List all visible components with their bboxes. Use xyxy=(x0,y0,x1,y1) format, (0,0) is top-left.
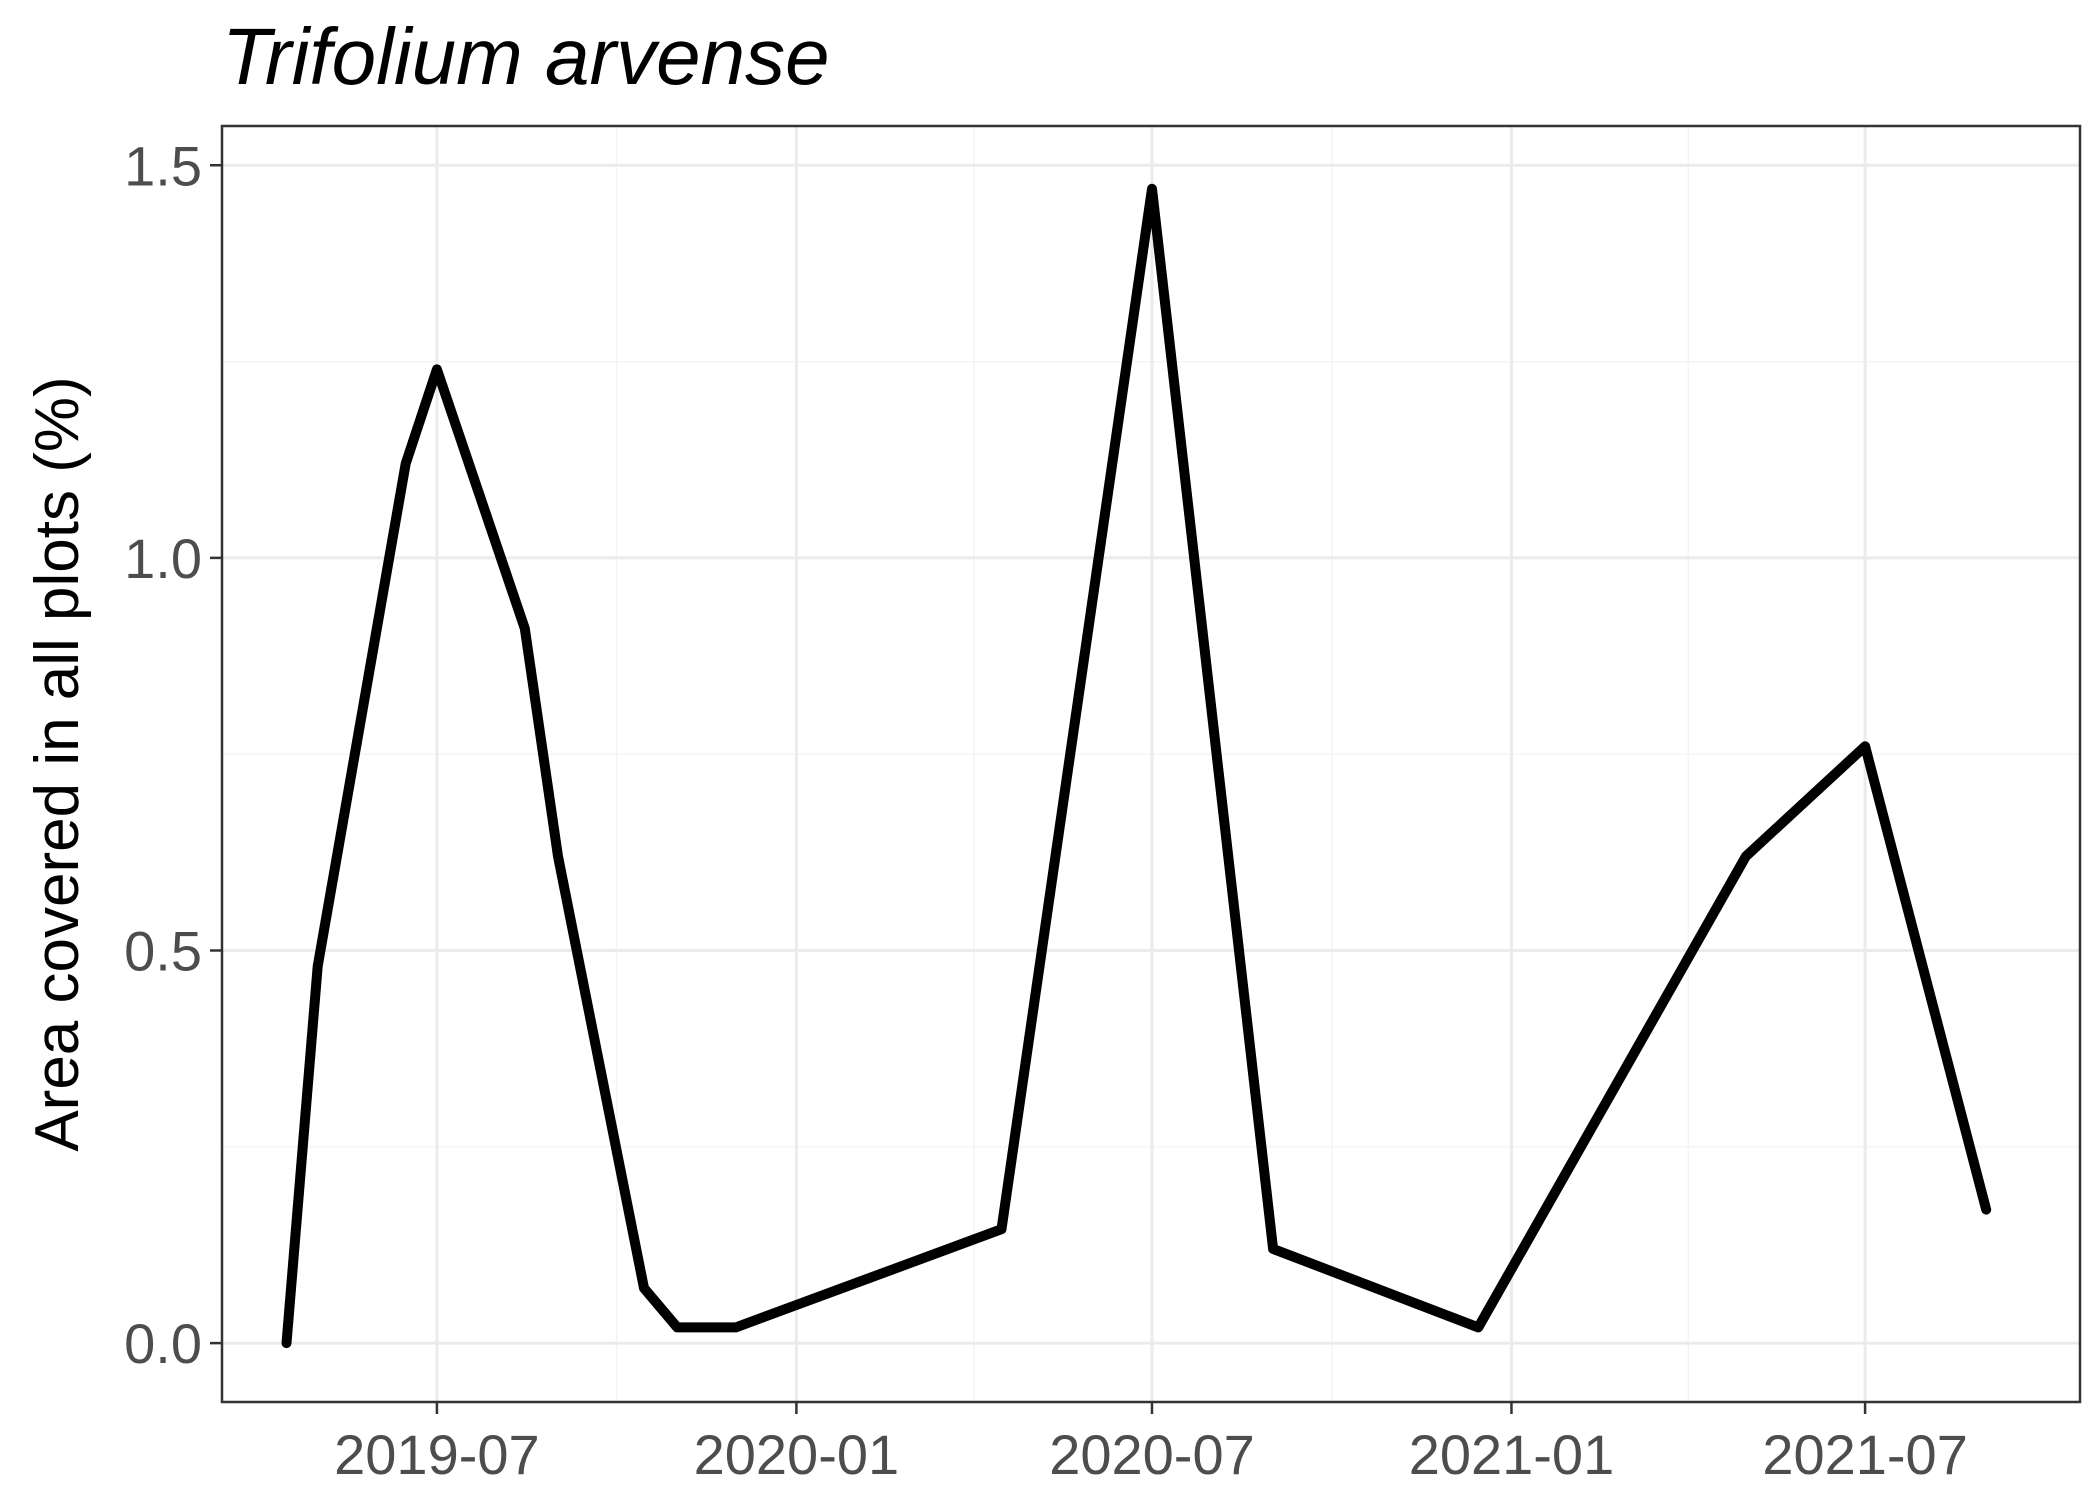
x-tick-label: 2021-07 xyxy=(1762,1423,1968,1486)
chart-title: Trifolium arvense xyxy=(222,12,830,101)
x-tick-label: 2020-01 xyxy=(694,1423,900,1486)
y-tick-label: 0.0 xyxy=(124,1312,202,1375)
x-axis: 2019-07 2020-01 2020-07 2021-01 2021-07 xyxy=(334,1402,1968,1486)
x-tick-label: 2019-07 xyxy=(334,1423,540,1486)
x-tick-label: 2021-01 xyxy=(1409,1423,1615,1486)
y-tick-label: 0.5 xyxy=(124,919,202,982)
x-tick-label: 2020-07 xyxy=(1049,1423,1255,1486)
grid xyxy=(222,126,2080,1402)
y-tick-label: 1.5 xyxy=(124,134,202,197)
series-group xyxy=(281,183,1992,1349)
y-tick-label: 1.0 xyxy=(124,527,202,590)
y-axis: 0.0 0.5 1.0 1.5 xyxy=(124,134,222,1375)
series-line xyxy=(281,183,1992,1349)
y-axis-label: Area covered in all plots (%) xyxy=(23,376,92,1151)
